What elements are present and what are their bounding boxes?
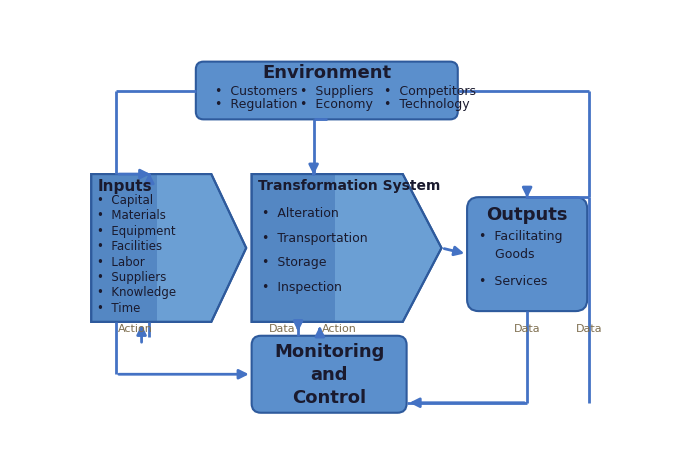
Text: •  Equipment: • Equipment (97, 224, 176, 237)
Text: Transformation System: Transformation System (258, 178, 440, 192)
Text: •  Competitors: • Competitors (384, 85, 476, 98)
Text: •  Inspection: • Inspection (262, 280, 341, 293)
Text: •  Customers: • Customers (215, 85, 298, 98)
Text: •  Facilitating
    Goods: • Facilitating Goods (479, 230, 562, 261)
Text: Outputs: Outputs (486, 206, 568, 224)
Text: Inputs: Inputs (97, 178, 152, 194)
FancyBboxPatch shape (252, 336, 407, 413)
Text: Action: Action (118, 323, 153, 333)
Text: Action: Action (322, 323, 357, 333)
Text: Monitoring
and
Control: Monitoring and Control (274, 343, 384, 407)
Text: •  Suppliers: • Suppliers (97, 270, 167, 283)
Polygon shape (252, 175, 441, 322)
FancyBboxPatch shape (196, 62, 458, 120)
Text: •  Technology: • Technology (384, 98, 470, 111)
Text: •  Regulation: • Regulation (215, 98, 298, 111)
Text: •  Knowledge: • Knowledge (97, 286, 177, 299)
Text: •  Time: • Time (97, 301, 141, 314)
Text: •  Services: • Services (479, 274, 547, 287)
Text: •  Economy: • Economy (301, 98, 373, 111)
Text: Environment: Environment (262, 63, 392, 81)
Text: Data: Data (575, 323, 602, 333)
Polygon shape (91, 175, 157, 322)
Text: Data: Data (269, 323, 296, 333)
FancyBboxPatch shape (467, 198, 588, 311)
Text: •  Alteration: • Alteration (262, 207, 339, 219)
Text: Data: Data (514, 323, 541, 333)
Polygon shape (252, 175, 335, 322)
Polygon shape (91, 175, 246, 322)
Text: •  Suppliers: • Suppliers (301, 85, 374, 98)
Text: •  Materials: • Materials (97, 209, 167, 222)
Text: •  Storage: • Storage (262, 256, 326, 269)
Text: •  Transportation: • Transportation (262, 231, 367, 244)
Text: •  Labor: • Labor (97, 255, 145, 268)
Text: •  Facilities: • Facilities (97, 239, 163, 253)
Text: •  Capital: • Capital (97, 194, 154, 207)
